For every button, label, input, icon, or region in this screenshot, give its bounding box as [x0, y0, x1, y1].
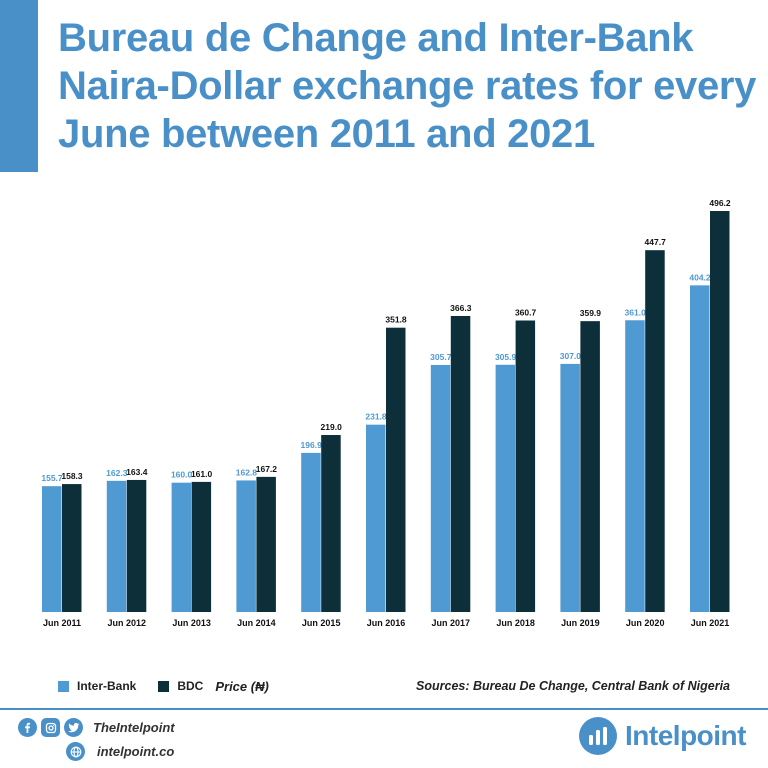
- website-link[interactable]: intelpoint.co: [66, 742, 174, 761]
- x-tick-label-jun-2021: Jun 2021: [691, 618, 730, 628]
- website-text: intelpoint.co: [97, 744, 175, 759]
- data-label-bdc-jun-2016: 351.8: [385, 315, 407, 325]
- data-label-bdc-jun-2019: 359.9: [580, 308, 602, 318]
- bar-inter-bank-jun-2016: [366, 424, 386, 612]
- brand-name: Intelpoint: [625, 720, 746, 751]
- bar-bdc-jun-2020: [645, 250, 665, 612]
- intelpoint-logo-icon: [579, 717, 618, 755]
- bar-bdc-jun-2012: [126, 479, 147, 612]
- data-label-inter-bank-jun-2014: 162.8: [236, 467, 258, 477]
- legend: Inter-Bank BDC Price (₦): [58, 676, 269, 696]
- legend-swatch-inter-bank: [58, 680, 69, 692]
- data-label-inter-bank-jun-2012: 162.3: [106, 468, 128, 478]
- x-tick-label-jun-2011: Jun 2011: [43, 618, 81, 628]
- data-label-bdc-jun-2012: 163.4: [126, 467, 148, 477]
- data-label-bdc-jun-2014: 167.2: [256, 464, 278, 474]
- legend-label-inter-bank: Inter-Bank: [77, 679, 137, 693]
- chart-title: Bureau de Change and Inter-Bank Naira-Do…: [58, 16, 757, 156]
- legend-label-bdc: BDC: [177, 679, 204, 693]
- bar-inter-bank-jun-2013: [171, 482, 192, 612]
- legend-item-inter-bank: Inter-Bank: [58, 679, 136, 693]
- bar-bdc-jun-2014: [256, 476, 276, 612]
- data-label-bdc-jun-2017: 366.3: [450, 303, 472, 313]
- data-label-inter-bank-jun-2015: 196.9: [301, 440, 323, 450]
- social-handle[interactable]: TheIntelpoint: [93, 720, 175, 735]
- bar-bdc-jun-2018: [515, 320, 536, 612]
- x-tick-label-jun-2016: Jun 2016: [367, 618, 406, 628]
- bar-inter-bank-jun-2012: [106, 480, 127, 612]
- bar-bdc-jun-2021: [710, 211, 730, 612]
- data-label-inter-bank-jun-2013: 160.0: [171, 470, 193, 480]
- data-label-bdc-jun-2013: 161.0: [191, 469, 213, 479]
- data-label-bdc-jun-2020: 447.7: [645, 237, 667, 247]
- data-label-inter-bank-jun-2016: 231.8: [365, 412, 387, 422]
- legend-swatch-bdc: [158, 680, 170, 692]
- footer-divider: [0, 708, 768, 710]
- facebook-icon[interactable]: [18, 718, 37, 737]
- data-label-inter-bank-jun-2021: 404.2: [689, 272, 711, 282]
- x-tick-label-jun-2013: Jun 2013: [172, 618, 211, 628]
- bar-bdc-jun-2013: [191, 481, 212, 612]
- bar-inter-bank-jun-2020: [625, 320, 645, 612]
- data-label-inter-bank-jun-2019: 307.0: [560, 351, 582, 361]
- data-label-inter-bank-jun-2017: 305.7: [430, 352, 452, 362]
- sources-note: Sources: Bureau De Change, Central Bank …: [416, 679, 730, 693]
- brand-logo: Intelpoint: [579, 717, 746, 755]
- x-tick-label-jun-2020: Jun 2020: [626, 618, 665, 628]
- bar-inter-bank-jun-2014: [236, 480, 256, 612]
- x-tick-label-jun-2014: Jun 2014: [237, 618, 276, 628]
- globe-icon: [66, 742, 85, 761]
- bar-bdc-jun-2017: [450, 315, 471, 612]
- x-tick-label-jun-2015: Jun 2015: [302, 618, 341, 628]
- x-tick-label-jun-2012: Jun 2012: [108, 618, 147, 628]
- data-label-bdc-jun-2015: 219.0: [321, 422, 343, 432]
- bar-inter-bank-jun-2011: [42, 486, 62, 612]
- data-label-inter-bank-jun-2018: 305.9: [495, 352, 517, 362]
- data-label-bdc-jun-2021: 496.2: [709, 198, 731, 208]
- accent-bar: [0, 0, 38, 172]
- data-label-bdc-jun-2018: 360.7: [515, 308, 537, 318]
- data-label-inter-bank-jun-2011: 155.7: [41, 473, 63, 483]
- legend-item-bdc: BDC: [158, 679, 203, 693]
- x-tick-label-jun-2017: Jun 2017: [432, 618, 471, 628]
- x-tick-label-jun-2018: Jun 2018: [496, 618, 535, 628]
- bar-inter-bank-jun-2017: [430, 364, 451, 612]
- data-label-bdc-jun-2011: 158.3: [61, 471, 83, 481]
- unit-label: Price (₦): [215, 678, 269, 694]
- instagram-icon[interactable]: [41, 718, 60, 737]
- twitter-icon[interactable]: [64, 718, 83, 737]
- bar-bdc-jun-2015: [321, 435, 341, 612]
- bar-inter-bank-jun-2019: [560, 363, 580, 612]
- bar-bdc-jun-2019: [580, 321, 600, 612]
- data-label-inter-bank-jun-2020: 361.0: [625, 307, 647, 317]
- x-tick-label-jun-2019: Jun 2019: [561, 618, 600, 628]
- bar-bdc-jun-2011: [62, 484, 82, 612]
- bar-bdc-jun-2016: [386, 327, 406, 612]
- bar-inter-bank-jun-2021: [690, 285, 710, 612]
- bar-inter-bank-jun-2015: [301, 452, 321, 612]
- bar-inter-bank-jun-2018: [495, 364, 516, 612]
- social-links: TheIntelpoint: [18, 718, 175, 737]
